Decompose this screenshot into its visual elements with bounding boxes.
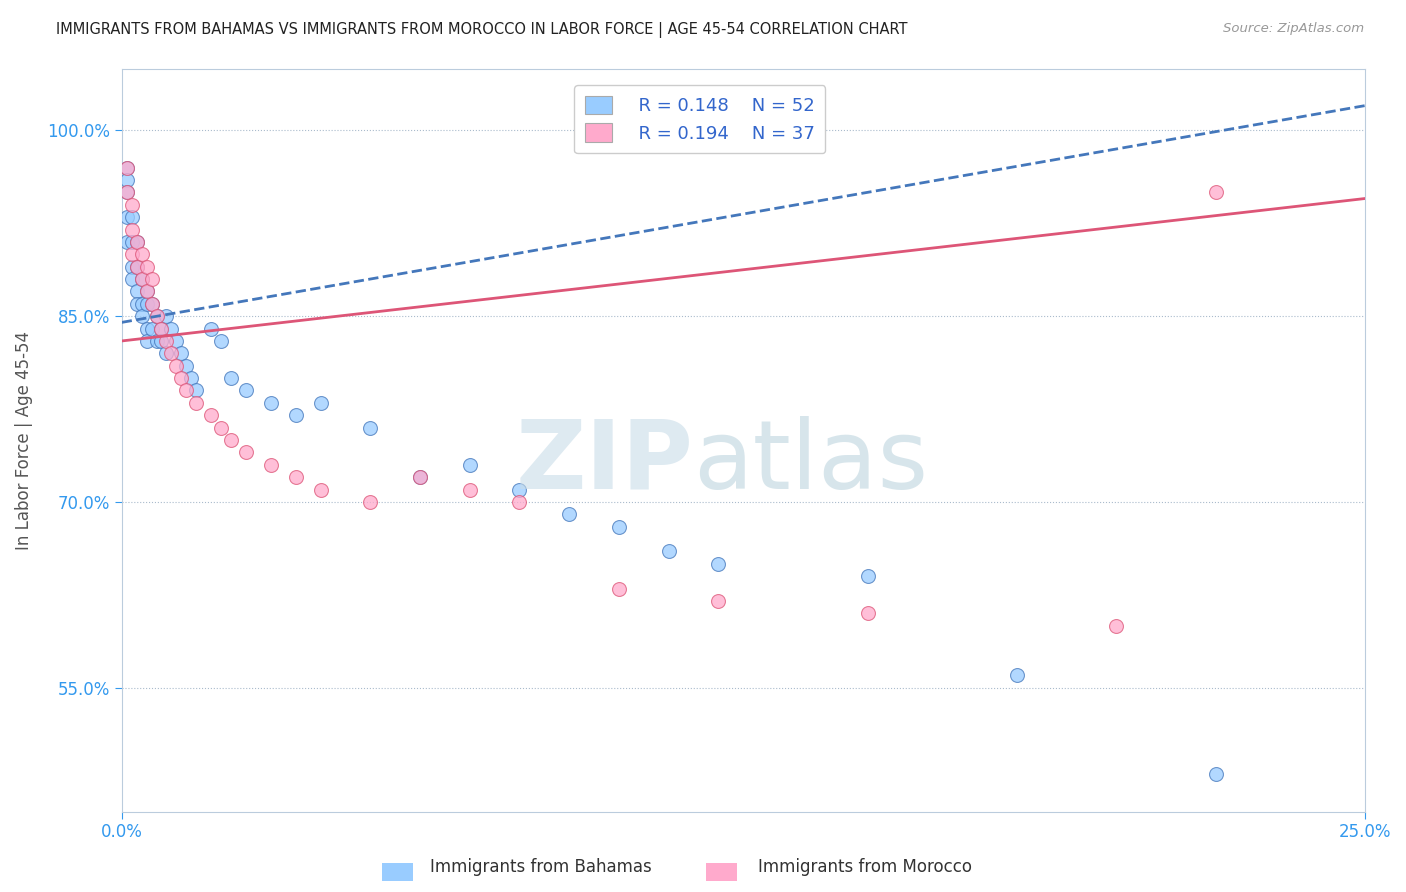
Point [155,309,177,323]
Point [235,445,257,459]
Point [508,495,530,509]
Point [125,235,148,249]
Point [115,186,138,200]
Point [200,409,222,423]
Point [121,260,143,274]
Point [607,582,630,596]
Point [135,285,157,299]
Point [176,384,198,398]
Point [260,396,283,410]
Point [135,321,157,335]
Point [125,297,148,311]
Point [125,260,148,274]
Point [219,433,242,447]
Point [125,285,148,299]
Point [131,272,153,286]
Point [145,334,167,348]
Point [170,346,193,360]
Point [135,285,157,299]
Text: Source: ZipAtlas.com: Source: ZipAtlas.com [1223,22,1364,36]
Point [458,458,481,472]
Point [160,346,183,360]
Point [165,334,187,348]
Point [186,396,208,410]
Point [508,483,530,497]
Point [607,519,630,533]
Point [115,210,138,224]
Point [260,458,283,472]
Point [165,359,187,373]
Point [121,198,143,212]
Point [131,297,153,311]
Point [141,321,163,335]
Y-axis label: In Labor Force | Age 45-54: In Labor Force | Age 45-54 [15,331,32,549]
Text: IMMIGRANTS FROM BAHAMAS VS IMMIGRANTS FROM MOROCCO IN LABOR FORCE | AGE 45-54 CO: IMMIGRANTS FROM BAHAMAS VS IMMIGRANTS FR… [56,22,908,38]
Point [658,544,681,558]
Point [458,483,481,497]
Point [160,321,183,335]
Point [219,371,242,385]
Point [115,173,138,187]
Point [284,470,307,484]
Point [309,396,332,410]
Point [115,161,138,175]
Point [176,359,198,373]
Point [150,334,173,348]
Point [150,321,173,335]
Point [180,371,202,385]
Point [135,334,157,348]
Point [131,272,153,286]
Point [409,470,432,484]
Point [145,309,167,323]
Point [170,371,193,385]
Point [145,309,167,323]
Point [125,260,148,274]
Point [200,321,222,335]
Point [115,235,138,249]
Point [707,557,730,571]
Point [135,297,157,311]
Point [131,247,153,261]
Point [125,235,148,249]
Point [131,309,153,323]
Point [209,334,232,348]
Point [707,594,730,608]
Point [359,495,381,509]
Point [856,607,879,621]
Point [121,222,143,236]
Point [359,420,381,434]
Point [1205,186,1227,200]
Point [1105,619,1128,633]
Text: Immigrants from Bahamas: Immigrants from Bahamas [430,858,652,876]
Point [115,161,138,175]
Point [141,297,163,311]
Point [155,334,177,348]
Point [856,569,879,583]
Point [309,483,332,497]
Point [209,420,232,434]
Point [409,470,432,484]
Point [1205,767,1227,781]
Point [115,186,138,200]
Text: ZIP: ZIP [516,416,693,508]
Point [150,321,173,335]
Point [235,384,257,398]
Text: Immigrants from Morocco: Immigrants from Morocco [758,858,972,876]
Point [141,272,163,286]
Point [121,247,143,261]
Point [155,346,177,360]
Point [135,260,157,274]
Point [284,409,307,423]
Point [121,235,143,249]
Point [121,210,143,224]
Legend:   R = 0.148    N = 52,   R = 0.194    N = 37: R = 0.148 N = 52, R = 0.194 N = 37 [574,85,825,153]
Point [141,297,163,311]
Point [121,272,143,286]
Point [1005,668,1028,682]
Point [186,384,208,398]
Text: atlas: atlas [693,416,928,508]
Point [558,508,581,522]
